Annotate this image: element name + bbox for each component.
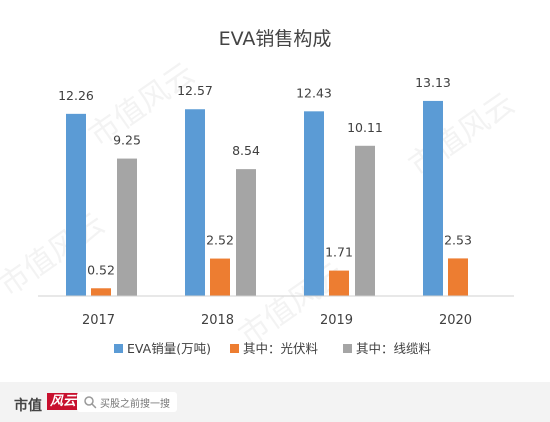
brand-logo-text: 市值 — [14, 398, 42, 414]
data-label-2019-series-1: 12.43 — [296, 85, 332, 100]
brand-logo-mark: 风云 — [47, 393, 80, 410]
search-box[interactable]: 买股之前搜一搜 — [77, 392, 177, 412]
data-label-2020-series-2: 2.53 — [444, 232, 472, 247]
data-label-2018-series-1: 12.57 — [177, 83, 213, 98]
legend-swatch-series-2 — [230, 344, 239, 353]
bar-2018-series-2 — [210, 258, 230, 296]
legend-label-series-1: EVA销量(万吨) — [127, 341, 211, 356]
eva-sales-chart: EVA销售构成 12.26 0.52 9.25 12.57 2.52 8.54 12.43 1… — [38, 28, 514, 356]
x-tick-label-2017: 2017 — [82, 313, 115, 328]
bar-2017-series-1 — [66, 113, 86, 296]
bar-2019-series-1 — [304, 111, 324, 296]
x-tick-label-2018: 2018 — [201, 313, 234, 328]
bar-2020-series-2 — [448, 258, 468, 296]
bar-2019-series-3 — [355, 145, 375, 296]
x-tick-label-2020: 2020 — [439, 313, 472, 328]
data-label-2020-series-1: 13.13 — [415, 75, 451, 90]
data-label-2019-series-3: 10.11 — [347, 120, 383, 135]
legend-label-series-2: 其中：光伏料 — [243, 341, 319, 356]
data-label-2017-series-3: 9.25 — [113, 133, 141, 148]
data-label-2017-series-1: 12.26 — [58, 88, 94, 103]
bar-2017-series-2 — [91, 288, 111, 296]
bar-2018-series-3 — [236, 169, 256, 296]
legend-swatch-series-1 — [114, 344, 123, 353]
search-placeholder: 买股之前搜一搜 — [100, 399, 170, 410]
data-label-2018-series-2: 2.52 — [206, 233, 234, 248]
x-tick-label-2019: 2019 — [320, 313, 353, 328]
data-label-2018-series-3: 8.54 — [232, 143, 260, 158]
bar-2018-series-1 — [185, 109, 205, 296]
legend-label-series-3: 其中：线缆料 — [356, 341, 432, 356]
bar-2020-series-1 — [423, 100, 443, 296]
legend-swatch-series-3 — [343, 344, 352, 353]
bar-2019-series-2 — [329, 270, 349, 296]
bar-2017-series-3 — [117, 158, 137, 296]
data-label-2019-series-2: 1.71 — [325, 245, 353, 260]
footer-bar: 市值 风云 买股之前搜一搜 — [0, 382, 550, 422]
chart-title: EVA销售构成 — [219, 28, 332, 50]
data-label-2017-series-2: 0.52 — [87, 262, 115, 277]
chart-frame: 市值风云 市值风云 市值风云 市值风云 EVA销售构成 12.26 0.52 9.2… — [0, 0, 550, 382]
search-icon — [84, 396, 97, 409]
